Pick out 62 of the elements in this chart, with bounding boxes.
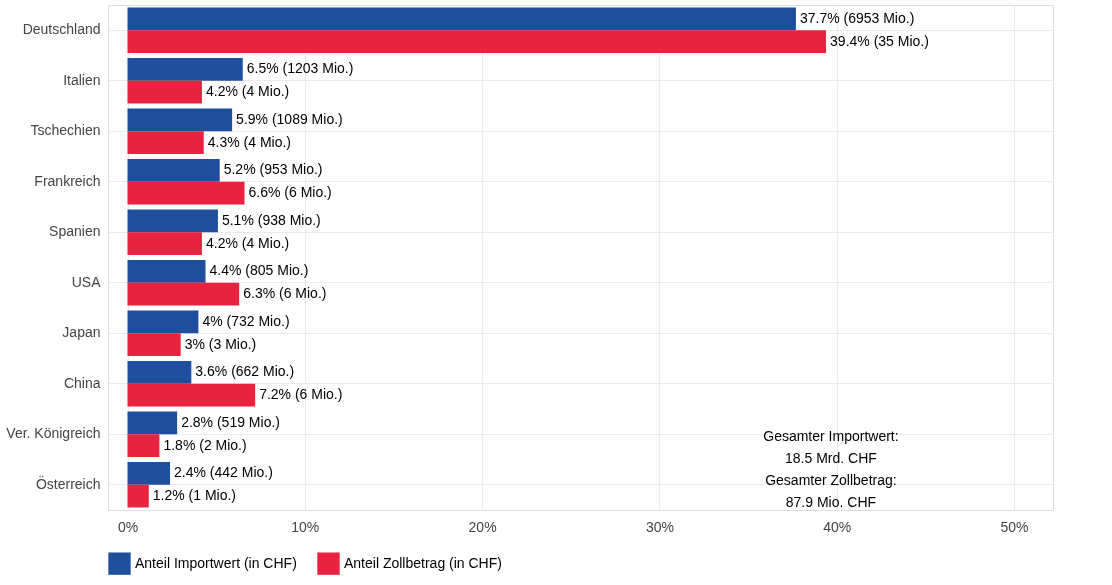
bar — [127, 30, 827, 53]
y-tick-label: Österreich — [35, 474, 101, 492]
data-label: 37.7% (6953 Mio.) — [799, 9, 915, 26]
x-tick-label: 20% — [468, 518, 497, 535]
x-tick-label: 50% — [1000, 518, 1029, 535]
annotation: 18.5 Mrd. CHF — [785, 449, 877, 466]
bar — [127, 310, 199, 334]
bar — [127, 361, 192, 384]
bar — [127, 462, 171, 485]
data-label: 3% (3 Mio.) — [184, 335, 257, 352]
data-label: 4.4% (805 Mio.) — [209, 262, 309, 279]
data-label: 5.9% (1089 Mio.) — [236, 110, 343, 127]
data-label: 5.2% (953 Mio.) — [223, 161, 323, 178]
bar — [127, 282, 240, 306]
bar — [127, 411, 178, 435]
data-label: 1.2% (1 Mio.) — [152, 487, 237, 504]
y-tick-label: Japan — [62, 324, 101, 341]
y-tick-label: Italien — [63, 71, 101, 88]
x-tick-label: 30% — [645, 518, 674, 535]
annotation: 87.9 Mio. CHF — [785, 493, 877, 510]
bar — [127, 108, 233, 132]
data-label: 6.3% (6 Mio.) — [243, 285, 327, 302]
bar — [127, 232, 202, 255]
y-tick-label: Spanien — [49, 223, 101, 240]
bar — [127, 80, 202, 104]
x-tick-label: 40% — [823, 518, 852, 535]
bar — [127, 260, 206, 283]
bar — [127, 383, 256, 407]
bar — [127, 434, 160, 457]
legend-label: Anteil Importwert (in CHF) — [135, 554, 297, 571]
annotation: Gesamter Importwert: — [763, 427, 899, 444]
data-label: 39.4% (35 Mio.) — [830, 32, 929, 49]
bar — [127, 131, 204, 154]
data-label: 2.4% (442 Mio.) — [174, 464, 273, 481]
data-label: 7.2% (6 Mio.) — [259, 386, 343, 403]
data-label: 4.2% (4 Mio.) — [205, 234, 290, 251]
y-tick-label: Deutschland — [22, 21, 101, 38]
x-tick-label: 10% — [291, 518, 320, 535]
data-label: 6.5% (1203 Mio.) — [246, 60, 354, 77]
data-label: 4.3% (4 Mio.) — [207, 133, 291, 150]
x-tick-label: 0% — [117, 518, 139, 535]
y-tick-label: Frankreich — [34, 172, 101, 189]
data-label: 4.2% (4 Mio.) — [205, 83, 290, 100]
data-label: 6.6% (6 Mio.) — [248, 184, 332, 201]
bar — [127, 181, 245, 205]
y-tick-label: China — [63, 374, 101, 391]
y-tick-label: Tschechien — [30, 122, 101, 139]
bar — [127, 159, 220, 182]
bar — [127, 209, 218, 233]
y-tick-label: Ver. Königreich — [6, 425, 101, 442]
data-label: 5.1% (938 Mio.) — [221, 211, 321, 228]
annotation: Gesamter Zollbetrag: — [765, 471, 897, 488]
data-label: 1.8% (2 Mio.) — [163, 436, 247, 453]
bar — [127, 58, 243, 81]
y-tick-label: USA — [71, 273, 102, 290]
legend-label: Anteil Zollbetrag (in CHF) — [344, 554, 502, 571]
data-label: 2.8% (519 Mio.) — [181, 413, 280, 430]
bar — [127, 333, 181, 356]
bar — [127, 484, 149, 508]
bar — [127, 7, 796, 31]
data-label: 3.6% (662 Mio.) — [195, 363, 295, 380]
data-label: 4% (732 Mio.) — [202, 312, 290, 329]
